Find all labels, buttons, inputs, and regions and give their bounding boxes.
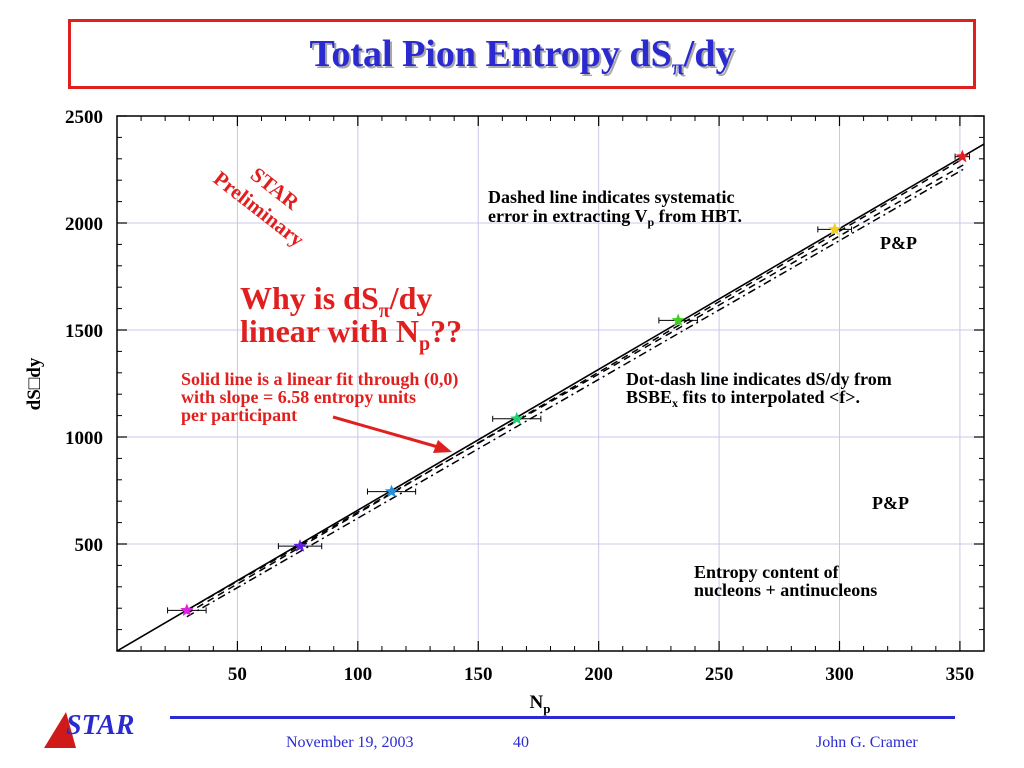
data-point-star [828, 222, 842, 236]
x-tick-label: 150 [464, 664, 493, 685]
pp-label-bottom: P&P [872, 493, 909, 513]
x-tick-label: 350 [946, 664, 975, 685]
data-point-star [671, 313, 685, 327]
footer-date: November 19, 2003 [286, 734, 414, 751]
title-end: /dy [683, 33, 735, 75]
y-tick-label: 500 [75, 535, 104, 556]
dotdash-bsbe-line [186, 167, 966, 618]
footer-page-number: 40 [513, 734, 529, 751]
star-preliminary-stamp: STAR Preliminary [209, 162, 309, 252]
logo-text: STAR [66, 710, 134, 741]
footer-rule [170, 716, 955, 719]
solid-note-line3: per participant [181, 405, 297, 425]
pp-label-top: P&P [880, 233, 917, 253]
dashed-error-line [186, 157, 966, 615]
solid-note-line2: with slope = 6.58 entropy units [181, 387, 416, 407]
axis-ticks: 50 100 150 200 250 300 350 500 1000 1500 2000 2500 [65, 107, 984, 685]
entropy-note-line1: Entropy content of [694, 562, 840, 582]
data-point-star [293, 539, 307, 552]
dashed-note-line2: error in extracting Vp from HBT. [488, 206, 742, 229]
dotdash-note-line1: Dot-dash line indicates dS/dy from [626, 369, 892, 389]
dotdash-note-line2: BSBEx fits to interpolated <f>. [626, 387, 860, 410]
data-point-star [955, 149, 969, 163]
x-tick-label: 200 [584, 664, 613, 685]
data-point-star [180, 603, 194, 616]
entropy-note-line2: nucleons + antinucleons [694, 580, 877, 600]
y-tick-label: 1000 [65, 428, 103, 449]
title-main: Total Pion Entropy dS [309, 33, 672, 75]
dashed-error-line [186, 163, 966, 611]
data-points [167, 149, 971, 616]
y-axis-label: dS□dy [24, 357, 45, 410]
slide-title: Total Pion Entropy dSπ/dy [71, 32, 973, 81]
x-tick-label: 50 [228, 664, 247, 685]
y-tick-label: 2500 [65, 107, 103, 128]
logo-triangle-icon [44, 712, 76, 748]
y-tick-label: 1500 [65, 321, 103, 342]
grid [117, 116, 984, 651]
data-point-star [510, 411, 524, 425]
dashed-note-line1: Dashed line indicates systematic [488, 187, 735, 207]
footer-author: John G. Cramer [816, 734, 918, 751]
star-logo: STAR [44, 710, 134, 748]
x-axis-label: Np [530, 692, 551, 716]
x-tick-label: 300 [825, 664, 854, 685]
x-tick-label: 100 [344, 664, 373, 685]
y-tick-label: 2000 [65, 214, 103, 235]
data-point-star [384, 484, 399, 498]
red-arrow [332, 415, 452, 453]
title-subscript: π [671, 54, 684, 80]
question-line1: Why is dSπ/dy [240, 280, 432, 322]
solid-note-line1: Solid line is a linear fit through (0,0) [181, 369, 458, 390]
question-line2: linear with Np?? [240, 313, 462, 355]
x-tick-label: 250 [705, 664, 734, 685]
title-frame: Total Pion Entropy dSπ/dy [68, 19, 976, 89]
